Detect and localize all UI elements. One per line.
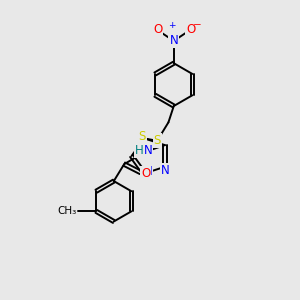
Text: N: N [169, 34, 178, 47]
Text: N: N [143, 166, 152, 178]
Text: N: N [144, 144, 152, 157]
Text: O: O [153, 22, 162, 35]
Text: N: N [160, 164, 169, 177]
Text: S: S [138, 130, 146, 143]
Text: O: O [186, 22, 195, 35]
Text: S: S [153, 134, 161, 147]
Text: −: − [193, 20, 202, 30]
Text: CH₃: CH₃ [57, 206, 76, 216]
Text: +: + [169, 21, 176, 30]
Text: O: O [141, 167, 151, 180]
Text: H: H [135, 144, 143, 157]
